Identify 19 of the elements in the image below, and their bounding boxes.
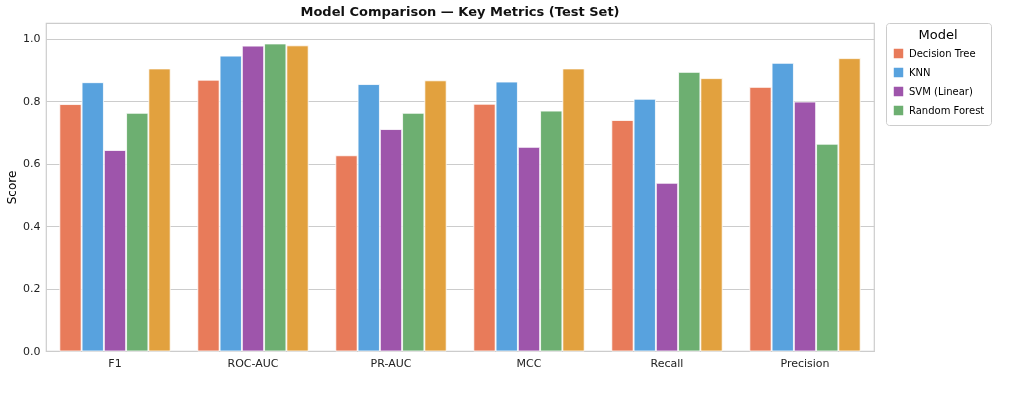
x-tick-label: PR-AUC (370, 356, 412, 370)
y-tick-label: 0.2 (23, 282, 41, 296)
legend-label: Random Forest (909, 104, 985, 116)
y-axis-title: Score (5, 170, 20, 205)
y-tick-label: 1.0 (23, 32, 41, 46)
legend-title: Model (918, 27, 958, 42)
y-tick-label: 0.0 (23, 344, 41, 358)
x-tick-label: ROC-AUC (227, 356, 279, 370)
legend-label: SVM (Linear) (909, 85, 973, 97)
y-tick-label: 0.4 (23, 219, 41, 233)
x-tick-label: MCC (516, 356, 542, 370)
y-tick-label: 0.6 (23, 157, 41, 171)
x-tick-label: F1 (108, 356, 122, 370)
y-tick-label: 0.8 (23, 94, 41, 108)
legend-label: KNN (909, 66, 931, 78)
chart-title: Model Comparison — Key Metrics (Test Set) (300, 3, 620, 19)
x-tick-label: Precision (780, 356, 830, 370)
x-tick-label: Recall (650, 356, 684, 370)
legend-label: Decision Tree (909, 47, 976, 59)
